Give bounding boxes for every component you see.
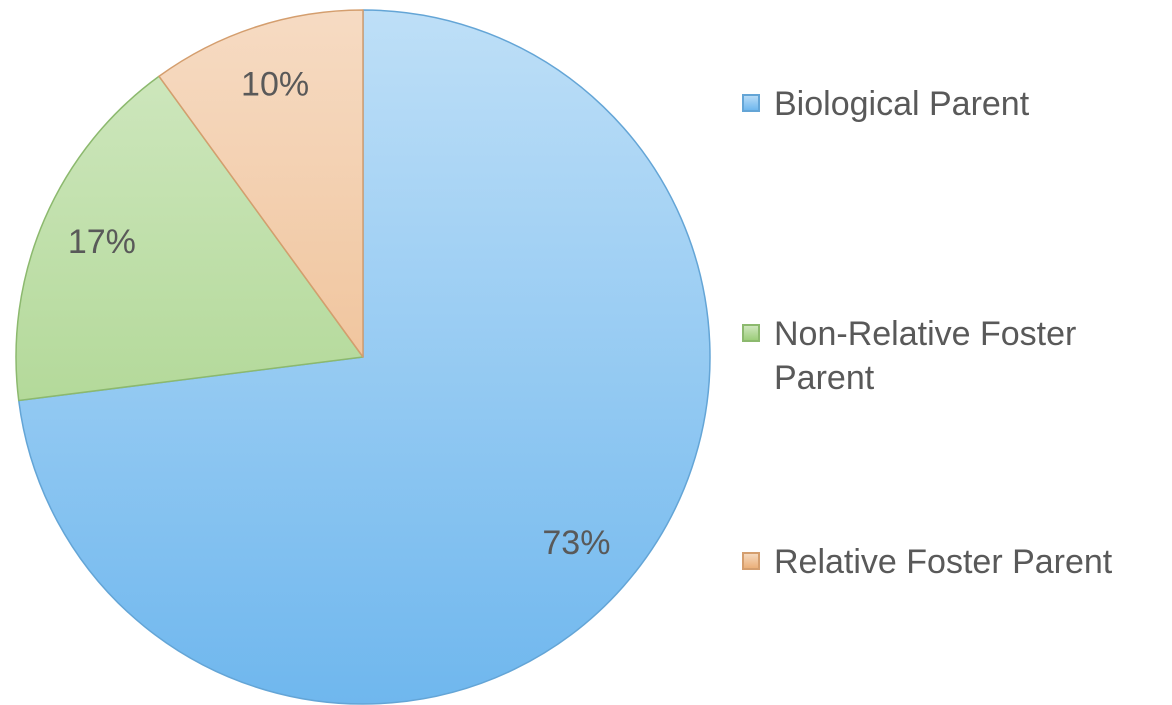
legend-item: Relative Foster Parent bbox=[742, 540, 1169, 584]
legend-swatch bbox=[742, 552, 760, 570]
data-label: 10% bbox=[241, 65, 309, 103]
pie-slice bbox=[15, 75, 364, 402]
pie-area: 73% 17% 10% bbox=[15, 9, 711, 705]
legend-label: Biological Parent bbox=[774, 85, 1030, 123]
data-label: 17% bbox=[68, 223, 136, 261]
legend-label: Non-Relative Foster Parent bbox=[774, 315, 1077, 397]
legend-swatch bbox=[742, 324, 760, 342]
legend-item: Biological Parent bbox=[742, 82, 1169, 126]
legend-item: Non-Relative Foster Parent bbox=[742, 312, 1169, 400]
pie-slice bbox=[158, 9, 364, 358]
legend-swatch bbox=[742, 94, 760, 112]
data-label: 73% bbox=[542, 524, 610, 562]
legend-label: Relative Foster Parent bbox=[774, 543, 1113, 581]
pie-slice bbox=[17, 9, 711, 705]
